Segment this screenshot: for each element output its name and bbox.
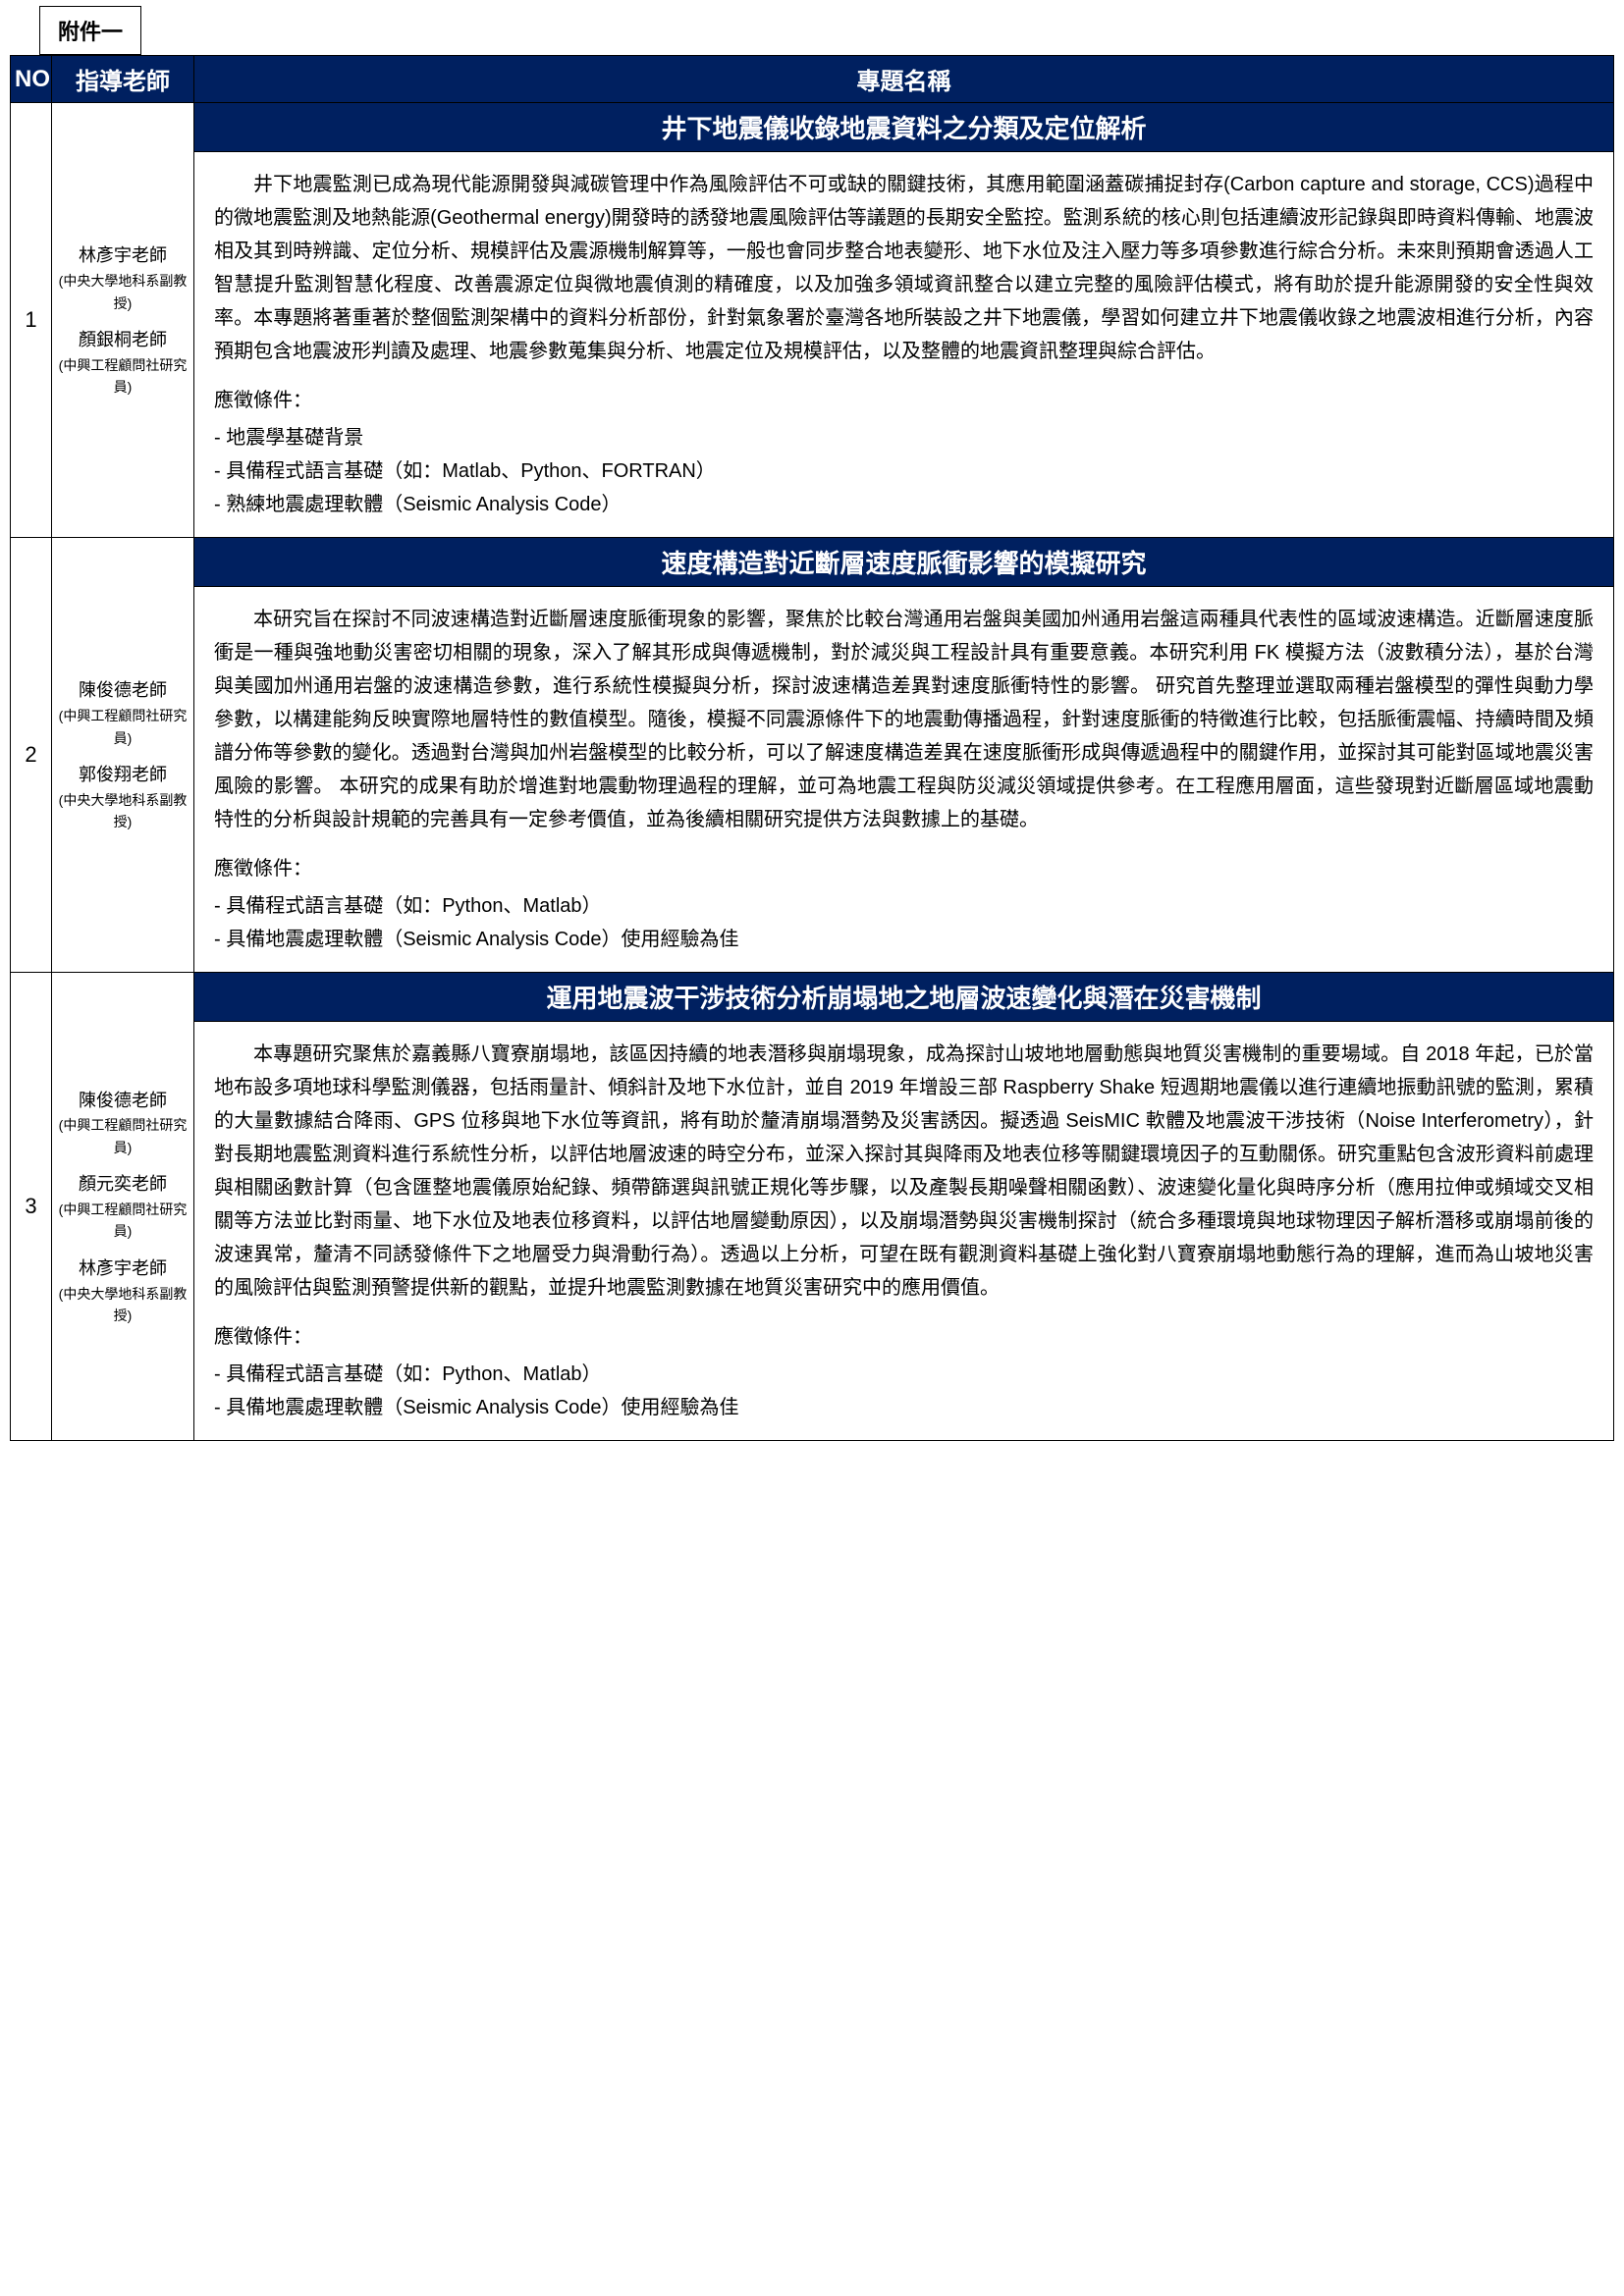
- requirement-item: 熟練地震處理軟體（Seismic Analysis Code）: [214, 488, 1594, 521]
- table-header-row: NO 指導老師 專題名稱: [11, 56, 1614, 103]
- project-title-row: 1林彥宇老師(中央大學地科系副教授)顏銀桐老師(中興工程顧問社研究員)井下地震儀…: [11, 103, 1614, 152]
- project-body-row: 井下地震監測已成為現代能源開發與減碳管理中作為風險評估不可或缺的關鍵技術，其應用…: [11, 152, 1614, 538]
- advisor-affiliation: (中央大學地科系副教授): [54, 270, 191, 314]
- advisor-name: 郭俊翔老師: [54, 761, 191, 789]
- advisor-affiliation: (中央大學地科系副教授): [54, 1283, 191, 1327]
- advisor-affiliation: (中興工程顧問社研究員): [54, 1114, 191, 1158]
- requirement-item: 具備程式語言基礎（如：Python、Matlab）: [214, 889, 1594, 923]
- advisor-affiliation: (中興工程顧問社研究員): [54, 705, 191, 749]
- project-body-row: 本專題研究聚焦於嘉義縣八寶寮崩塌地，該區因持續的地表潛移與崩塌現象，成為探討山坡…: [11, 1022, 1614, 1441]
- attachment-label: 附件一: [39, 6, 141, 55]
- project-title-row: 3陳俊德老師(中興工程顧問社研究員)顏元奕老師(中興工程顧問社研究員)林彥宇老師…: [11, 973, 1614, 1022]
- requirement-item: 具備程式語言基礎（如：Matlab、Python、FORTRAN）: [214, 454, 1594, 488]
- requirements-title: 應徵條件：: [214, 384, 1594, 417]
- advisor-name: 陳俊德老師: [54, 1087, 191, 1115]
- advisor-name: 顏銀桐老師: [54, 326, 191, 354]
- project-advisors: 林彥宇老師(中央大學地科系副教授) 顏銀桐老師(中興工程顧問社研究員): [52, 103, 194, 538]
- project-title: 速度構造對近斷層速度脈衝影響的模擬研究: [194, 538, 1614, 587]
- project-no: 1: [11, 103, 52, 538]
- advisor-name: 陳俊德老師: [54, 676, 191, 705]
- description-paragraph: 本研究旨在探討不同波速構造對近斷層速度脈衝現象的影響，聚焦於比較台灣通用岩盤與美…: [214, 603, 1594, 836]
- requirement-item: 具備程式語言基礎（如：Python、Matlab）: [214, 1358, 1594, 1391]
- header-title: 專題名稱: [194, 56, 1614, 103]
- advisor-name: 顏元奕老師: [54, 1170, 191, 1199]
- project-no: 2: [11, 538, 52, 973]
- requirements-title: 應徵條件：: [214, 1320, 1594, 1354]
- project-advisors: 陳俊德老師(中興工程顧問社研究員) 郭俊翔老師(中央大學地科系副教授): [52, 538, 194, 973]
- requirement-item: 地震學基礎背景: [214, 421, 1594, 454]
- project-title: 運用地震波干涉技術分析崩塌地之地層波速變化與潛在災害機制: [194, 973, 1614, 1022]
- project-description: 本專題研究聚焦於嘉義縣八寶寮崩塌地，該區因持續的地表潛移與崩塌現象，成為探討山坡…: [194, 1022, 1614, 1441]
- requirements-title: 應徵條件：: [214, 852, 1594, 885]
- description-paragraph: 本專題研究聚焦於嘉義縣八寶寮崩塌地，該區因持續的地表潛移與崩塌現象，成為探討山坡…: [214, 1038, 1594, 1305]
- advisor-affiliation: (中央大學地科系副教授): [54, 789, 191, 833]
- header-no: NO: [11, 56, 52, 103]
- description-paragraph: 井下地震監測已成為現代能源開發與減碳管理中作為風險評估不可或缺的關鍵技術，其應用…: [214, 168, 1594, 368]
- project-no: 3: [11, 973, 52, 1441]
- requirement-item: 具備地震處理軟體（Seismic Analysis Code）使用經驗為佳: [214, 923, 1594, 956]
- project-body-row: 本研究旨在探討不同波速構造對近斷層速度脈衝現象的影響，聚焦於比較台灣通用岩盤與美…: [11, 587, 1614, 973]
- advisor-name: 林彥宇老師: [54, 241, 191, 270]
- advisor-name: 林彥宇老師: [54, 1255, 191, 1283]
- requirement-item: 具備地震處理軟體（Seismic Analysis Code）使用經驗為佳: [214, 1391, 1594, 1424]
- projects-table: NO 指導老師 專題名稱 1林彥宇老師(中央大學地科系副教授)顏銀桐老師(中興工…: [10, 55, 1614, 1441]
- project-advisors: 陳俊德老師(中興工程顧問社研究員)顏元奕老師(中興工程顧問社研究員)林彥宇老師(…: [52, 973, 194, 1441]
- requirements-list: 具備程式語言基礎（如：Python、Matlab）具備地震處理軟體（Seismi…: [214, 1358, 1594, 1424]
- advisor-affiliation: (中興工程顧問社研究員): [54, 1199, 191, 1243]
- project-title-row: 2陳俊德老師(中興工程顧問社研究員)郭俊翔老師(中央大學地科系副教授)速度構造對…: [11, 538, 1614, 587]
- project-description: 井下地震監測已成為現代能源開發與減碳管理中作為風險評估不可或缺的關鍵技術，其應用…: [194, 152, 1614, 538]
- project-title: 井下地震儀收錄地震資料之分類及定位解析: [194, 103, 1614, 152]
- requirements-list: 地震學基礎背景具備程式語言基礎（如：Matlab、Python、FORTRAN）…: [214, 421, 1594, 521]
- project-description: 本研究旨在探討不同波速構造對近斷層速度脈衝現象的影響，聚焦於比較台灣通用岩盤與美…: [194, 587, 1614, 973]
- requirements-list: 具備程式語言基礎（如：Python、Matlab）具備地震處理軟體（Seismi…: [214, 889, 1594, 956]
- header-advisor: 指導老師: [52, 56, 194, 103]
- advisor-affiliation: (中興工程顧問社研究員): [54, 354, 191, 399]
